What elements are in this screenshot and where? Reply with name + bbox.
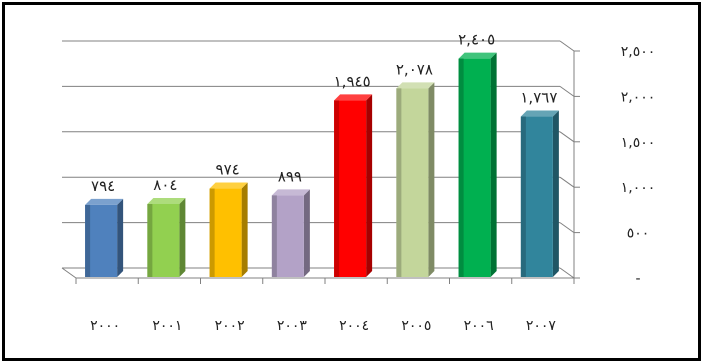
- x-tick-label-1: ٢٠٠١: [152, 318, 182, 334]
- bar-top-1: [147, 197, 186, 204]
- bar-side-7: [552, 110, 559, 277]
- bar-1: [147, 203, 180, 277]
- bar-0: [85, 204, 118, 277]
- bar-side-1: [179, 197, 186, 277]
- data-label-4: ١,٩٤٥: [334, 72, 371, 90]
- x-tick-label-6: ٢٠٠٦: [464, 318, 494, 334]
- data-label-6: ٢,٤٠٥: [458, 31, 495, 49]
- y-tick-label-5: ٢,٥٠٠: [621, 44, 656, 60]
- bar-side-2: [241, 182, 248, 277]
- floor-left-edge: [61, 267, 77, 279]
- gridline-depth-5: [559, 40, 575, 52]
- x-tick-label-0: ٢٠٠٠: [90, 318, 120, 334]
- bar-5: [396, 88, 429, 277]
- bar-top-3: [271, 189, 310, 196]
- bar-side-4: [366, 94, 373, 277]
- y-tick-label-1: ٥٠٠: [627, 226, 650, 242]
- bar-edge-3: [271, 195, 277, 277]
- bar-top-7: [520, 110, 559, 117]
- y-tick-label-4: ٢,٠٠٠: [621, 89, 656, 105]
- bar-top-6: [458, 52, 497, 59]
- gridline-depth-0: [559, 267, 575, 279]
- data-label-5: ٢,٠٧٨: [396, 60, 433, 78]
- x-tick-label-3: ٢٠٠٣: [277, 318, 308, 334]
- bar-top-5: [396, 82, 435, 89]
- data-label-2: ٩٧٤: [216, 161, 240, 179]
- bar-7: [520, 116, 553, 277]
- bar-edge-0: [85, 204, 91, 277]
- x-tick-label-4: ٢٠٠٤: [339, 318, 369, 334]
- bar-2: [209, 188, 242, 277]
- y-tick-label-2: ١,٠٠٠: [621, 180, 656, 196]
- bar-top-4: [334, 94, 373, 101]
- x-tick-label-7: ٢٠٠٧: [526, 318, 557, 334]
- bar-4: [334, 100, 367, 277]
- gridline-depth-4: [559, 85, 575, 97]
- x-tick-label-5: ٢٠٠٥: [401, 318, 431, 334]
- data-label-7: ١,٧٦٧: [520, 89, 557, 107]
- bar-edge-4: [334, 100, 340, 277]
- bar-6: [458, 58, 491, 277]
- data-label-1: ٨٠٤: [153, 176, 177, 194]
- gridline-depth-2: [559, 176, 575, 188]
- bar-top-0: [85, 198, 124, 205]
- bar-edge-1: [147, 203, 153, 277]
- bar-edge-7: [520, 116, 526, 277]
- bar-edge-6: [458, 58, 464, 277]
- y-tick-label-0: -: [635, 271, 640, 287]
- data-label-0: ٧٩٤: [91, 177, 115, 195]
- bar-side-3: [303, 189, 310, 277]
- bar-side-5: [428, 82, 435, 277]
- bar-top-2: [209, 182, 248, 189]
- gridline-depth-1: [559, 222, 575, 234]
- bar-edge-2: [209, 188, 215, 277]
- bar-side-6: [490, 52, 497, 277]
- x-tick-label-2: ٢٠٠٢: [215, 318, 245, 334]
- y-tick-label-3: ١,٥٠٠: [621, 135, 656, 151]
- bar-edge-5: [396, 88, 402, 277]
- bar-side-0: [117, 198, 124, 277]
- gridline-depth-3: [559, 131, 575, 143]
- data-label-3: ٨٩٩: [278, 167, 302, 185]
- bar-3: [271, 195, 304, 277]
